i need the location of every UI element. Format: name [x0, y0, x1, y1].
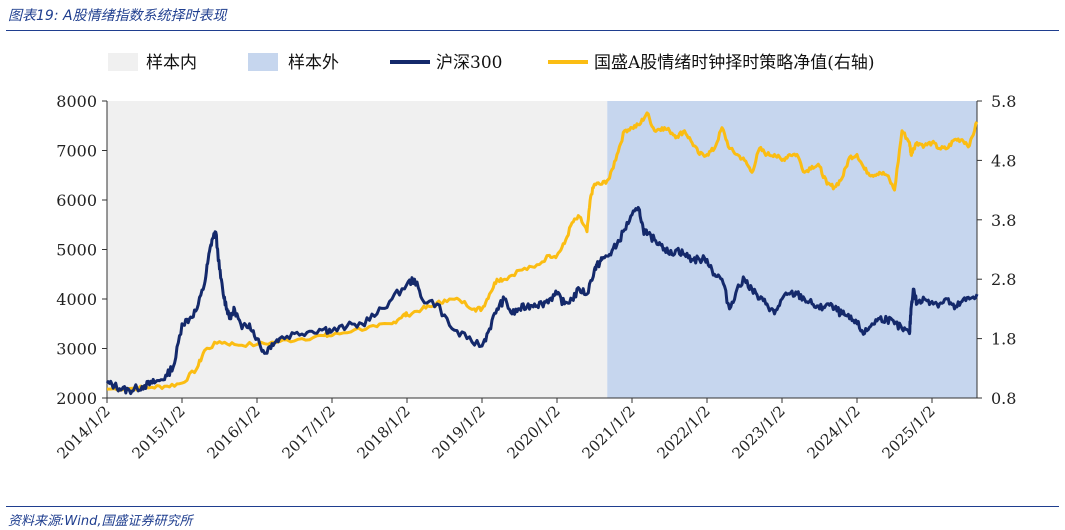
y-left-tick-label: 2000 [56, 389, 97, 408]
x-tick-label: 2022/1/2 [653, 402, 713, 462]
source-divider [6, 506, 1059, 507]
y-left-tick-label: 4000 [56, 290, 97, 309]
legend-swatch-in-sample [108, 53, 138, 71]
legend-swatch-out-sample [248, 53, 278, 71]
legend-label-out-sample: 样本外 [288, 53, 339, 73]
axes [102, 100, 982, 403]
x-tick-label: 2016/1/2 [203, 402, 263, 462]
x-tick-label: 2015/1/2 [128, 402, 188, 462]
x-tick-label: 2019/1/2 [428, 402, 488, 462]
x-tick-label: 2024/1/2 [803, 402, 863, 462]
figure-title: 图表19: A股情绪指数系统择时表现 [8, 8, 227, 24]
chart-canvas: 样本内 样本外 沪深300 国盛A股情绪时钟择时策略净值(右轴) 2000 300… [53, 53, 1016, 462]
y-left-tick-label: 5000 [56, 241, 97, 260]
series-lines [105, 111, 979, 396]
y-right-tick-label: 3.8 [991, 211, 1016, 230]
x-tick-label: 2014/1/2 [53, 402, 113, 462]
x-tick-label: 2020/1/2 [503, 402, 563, 462]
y-right-tick-label: 1.8 [991, 330, 1016, 349]
y-right-tick-label: 4.8 [991, 151, 1016, 170]
x-tick-label: 2025/1/2 [878, 402, 938, 462]
source-note: 资料来源:Wind,国盛证券研究所 [8, 514, 193, 529]
y-left-tick-label: 7000 [56, 142, 97, 161]
shaded-regions [107, 101, 977, 398]
in-sample-region [107, 101, 608, 398]
strategy-nav-line [106, 111, 979, 393]
legend: 样本内 样本外 沪深300 国盛A股情绪时钟择时策略净值(右轴) [108, 53, 875, 73]
x-tick-label: 2018/1/2 [353, 402, 413, 462]
x-tick-label: 2017/1/2 [278, 402, 338, 462]
y-right-tick-label: 2.8 [991, 270, 1016, 289]
y-right-tick-label: 0.8 [991, 389, 1016, 408]
legend-label-hs300: 沪深300 [436, 53, 502, 73]
y-left-tick-label: 3000 [56, 340, 97, 359]
legend-label-strategy: 国盛A股情绪时钟择时策略净值(右轴) [594, 53, 875, 73]
title-divider [6, 30, 1059, 31]
y-right-tick-label: 5.8 [991, 92, 1016, 111]
hs300-line [105, 206, 979, 396]
x-tick-label: 2023/1/2 [728, 402, 788, 462]
y-left-tick-label: 6000 [56, 191, 97, 210]
y-left-tick-label: 8000 [56, 92, 97, 111]
legend-label-in-sample: 样本内 [146, 53, 197, 73]
x-tick-label: 2021/1/2 [578, 402, 638, 462]
